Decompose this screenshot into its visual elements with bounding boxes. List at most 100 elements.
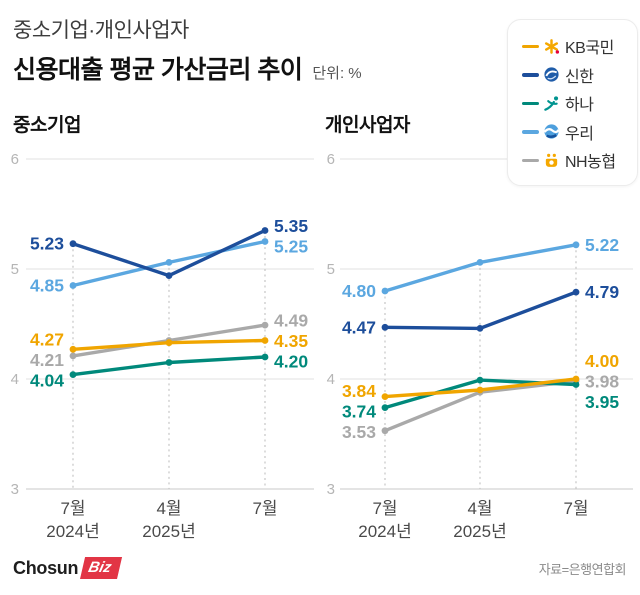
value-label: 4.80 <box>342 281 376 301</box>
hana-line-chip <box>522 101 539 105</box>
legend: KB국민 신한 하나 우리 <box>507 19 638 186</box>
data-point <box>165 339 173 347</box>
woori-line-chip <box>522 130 539 134</box>
data-point <box>381 393 389 400</box>
legend-item-kb: KB국민 <box>522 32 625 61</box>
y-tick-label: 5 <box>327 261 335 278</box>
value-label: 4.49 <box>274 310 308 330</box>
value-label: 4.00 <box>585 351 619 371</box>
data-point <box>381 427 389 435</box>
source-credit: 자료=은행연합회 <box>538 561 627 577</box>
x-tick-year-label: 2024년 <box>358 522 411 541</box>
legend-item-shinhan: 신한 <box>522 61 625 90</box>
footer: Chosun Biz 자료=은행연합회 <box>0 548 640 588</box>
data-point <box>69 345 77 353</box>
data-point <box>165 259 173 266</box>
data-point <box>261 238 269 245</box>
data-point <box>572 375 580 383</box>
shinhan-globe-icon <box>544 67 559 82</box>
chosunbiz-logo: Chosun Biz <box>13 557 122 579</box>
value-label: 3.98 <box>585 372 619 392</box>
data-point <box>572 241 580 249</box>
legend-label-nh: NH농협 <box>565 154 616 172</box>
kb-line-chip <box>522 44 539 48</box>
value-label: 3.84 <box>342 381 376 401</box>
kb-star-icon <box>544 38 560 54</box>
data-point <box>261 227 269 234</box>
value-label: 4.27 <box>30 329 64 349</box>
x-tick-label: 4월 <box>156 499 181 518</box>
data-point <box>165 359 173 366</box>
nh-sprout-icon <box>545 153 558 167</box>
legend-item-hana: 하나 <box>522 89 625 118</box>
header: 중소기업·개인사업자 신용대출 평균 가산금리 추이 단위: % <box>13 14 362 86</box>
value-label: 3.74 <box>342 402 376 422</box>
data-point <box>572 381 580 388</box>
data-point <box>476 376 484 384</box>
sme-line-chart-svg: 6 5 4 3 7월 2024년 4월 2025년 7월 5.23 4.85 4.274.214.04… <box>11 151 314 541</box>
y-tick-label: 4 <box>11 371 19 388</box>
value-label: 3.95 <box>585 392 619 412</box>
shinhan-line-chip <box>522 73 539 77</box>
value-label: 5.35 <box>274 216 308 236</box>
data-point <box>261 353 269 361</box>
value-label: 5.25 <box>274 236 308 256</box>
x-tick-year-label: 2025년 <box>142 522 195 541</box>
data-point <box>69 371 77 378</box>
biz-logo-badge: Biz <box>80 557 122 579</box>
page-subtitle: 중소기업·개인사업자 <box>13 19 189 42</box>
x-tick-year-label: 2024년 <box>46 522 99 541</box>
data-point <box>261 337 269 344</box>
y-tick-label: 6 <box>327 151 335 168</box>
page-title: 신용대출 평균 가산금리 추이 <box>13 56 303 84</box>
data-point <box>476 259 484 266</box>
hana-figure-icon <box>544 96 559 111</box>
data-point <box>381 287 389 295</box>
y-tick-label: 3 <box>11 481 19 498</box>
y-tick-label: 4 <box>327 371 335 388</box>
value-label: 4.04 <box>30 370 64 390</box>
nh-line-chip <box>522 158 539 162</box>
data-point <box>261 321 269 329</box>
y-tick-label: 5 <box>11 261 19 278</box>
legend-item-nh: NH농협 <box>522 146 625 175</box>
y-tick-label: 3 <box>327 481 335 498</box>
data-point <box>572 288 580 296</box>
x-tick-label: 7월 <box>372 499 397 518</box>
data-point <box>476 325 484 332</box>
value-label: 4.20 <box>274 351 308 371</box>
legend-label-woori: 우리 <box>565 125 594 143</box>
value-label: 5.23 <box>30 234 64 254</box>
data-point <box>69 352 77 360</box>
value-label: 4.79 <box>585 282 619 302</box>
woori-circle-icon <box>543 124 560 139</box>
legend-item-woori: 우리 <box>522 118 625 147</box>
value-label: 4.35 <box>274 331 308 351</box>
x-tick-year-label: 2025년 <box>453 522 506 541</box>
chart-individual-title: 개인사업자 <box>325 115 410 136</box>
individual-line-chart-svg: 6 5 4 3 7월 2024년 4월 2025년 7월 4.80 4.47 3.843.743.53… <box>327 151 633 541</box>
value-label: 3.53 <box>342 422 376 442</box>
x-tick-label: 7월 <box>60 499 85 518</box>
x-tick-label: 4월 <box>467 499 492 518</box>
data-point <box>476 386 484 394</box>
value-label: 4.47 <box>342 317 376 337</box>
legend-label-shinhan: 신한 <box>565 68 594 86</box>
value-label: 4.21 <box>30 350 64 370</box>
data-point <box>381 404 389 411</box>
chart-sme-title: 중소기업 <box>13 115 81 136</box>
data-point <box>69 282 77 289</box>
value-label: 5.22 <box>585 235 619 255</box>
legend-label-kb: KB국민 <box>565 40 614 58</box>
x-tick-label: 7월 <box>252 499 277 518</box>
legend-label-hana: 하나 <box>565 97 594 115</box>
y-tick-label: 6 <box>11 151 19 168</box>
chart-individual: 6 5 4 3 7월 2024년 4월 2025년 7월 4.80 4.47 3.84 3.74 3.53… <box>320 100 640 546</box>
chart-sme: 6 5 4 3 7월 2024년 4월 2025년 7월 5.23 4.85 4.27 4.21 4.04… <box>0 100 320 546</box>
data-point <box>69 240 77 248</box>
data-point <box>381 323 389 331</box>
chosun-logo-text: Chosun <box>13 557 79 578</box>
value-label: 4.85 <box>30 276 64 296</box>
data-point <box>165 272 173 279</box>
x-tick-label: 7월 <box>563 499 588 518</box>
